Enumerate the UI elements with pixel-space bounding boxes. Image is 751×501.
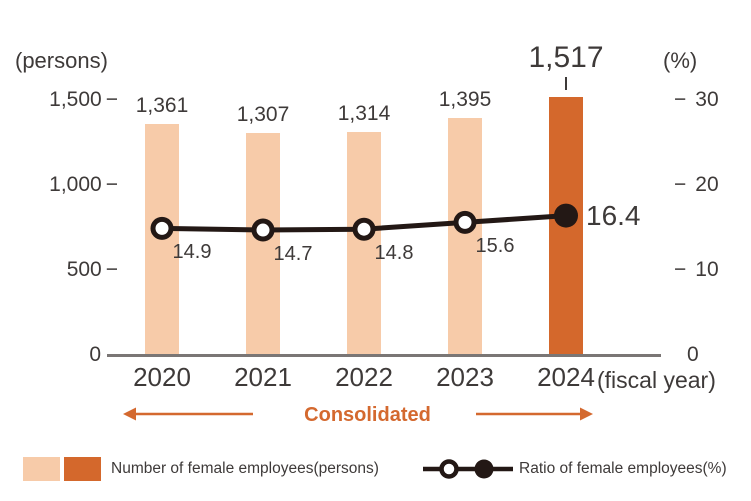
bar-value-label-2020: 1,361 — [135, 93, 189, 117]
right-axis-tick-20: −20 — [674, 172, 751, 198]
legend-line-label: Ratio of female employees(%) — [519, 460, 727, 477]
tick-mark: − — [105, 173, 118, 196]
left-axis-tick-0: 0 — [0, 342, 118, 368]
right-axis-unit-label: (%) — [663, 48, 698, 73]
legend-bar-label: Number of female employees(persons) — [111, 460, 379, 477]
ratio-label-2020: 14.9 — [172, 241, 212, 264]
tick-mark: − — [674, 173, 687, 196]
bar-2022 — [347, 131, 381, 355]
x-axis-label-2024: 2024 — [537, 362, 595, 392]
legend-bar-swatch-dark — [64, 457, 101, 481]
tick-mark: − — [674, 88, 687, 111]
right-axis-tick-30: −30 — [674, 87, 751, 113]
legend-bar-swatch-light — [23, 457, 60, 481]
x-axis-label-2022: 2022 — [335, 362, 393, 392]
bar-2021 — [246, 132, 280, 355]
bar-2023 — [448, 117, 482, 355]
left-axis-tick-1,000: 1,000− — [0, 172, 118, 198]
bar-value-label-2022: 1,314 — [337, 101, 391, 125]
tick-value: 500 — [66, 258, 102, 281]
x-axis-label-2023: 2023 — [436, 362, 494, 392]
tick-value: 0 — [687, 343, 699, 366]
x-axis-label-2020: 2020 — [133, 362, 191, 392]
tick-value: 1,500 — [49, 88, 102, 111]
left-axis-tick-1,500: 1,500− — [0, 87, 118, 113]
legend-filled-marker-icon — [474, 459, 494, 479]
x-axis-line — [107, 354, 661, 357]
tick-value: 20 — [695, 173, 719, 196]
consolidated-right-arrow — [476, 407, 593, 421]
tick-mark: − — [105, 88, 118, 111]
x-axis-suffix-label: (fiscal year) — [597, 367, 716, 393]
right-axis-tick-0: 0 — [674, 342, 751, 368]
bar-2020 — [145, 123, 179, 355]
consolidated-range-label: Consolidated — [304, 404, 431, 426]
tick-value: 1,000 — [49, 173, 102, 196]
tick-mark: − — [674, 258, 687, 281]
left-axis-tick-500: 500− — [0, 257, 118, 283]
bar-2024 — [549, 97, 583, 355]
tick-value: 30 — [695, 88, 719, 111]
ratio-label-2021: 14.7 — [273, 243, 313, 266]
bar-value-label-2021: 1,307 — [236, 102, 290, 126]
bar-value-pointer-tick — [565, 77, 567, 91]
tick-value: 0 — [89, 343, 101, 366]
tick-value: 10 — [695, 258, 719, 281]
legend-open-marker-icon — [439, 459, 459, 479]
consolidated-left-arrow — [123, 407, 253, 421]
tick-mark: − — [105, 258, 118, 281]
ratio-label-2022: 14.8 — [374, 242, 414, 265]
bar-value-label-2023: 1,395 — [438, 87, 492, 111]
right-axis-tick-10: −10 — [674, 257, 751, 283]
x-axis-label-2021: 2021 — [234, 362, 292, 392]
ratio-label-2023: 15.6 — [475, 235, 515, 258]
left-axis-unit-label: (persons) — [15, 48, 108, 73]
ratio-label-2024: 16.4 — [586, 199, 641, 231]
legend-line-symbol — [423, 459, 513, 479]
bar-value-label-2024: 1,517 — [528, 41, 604, 75]
